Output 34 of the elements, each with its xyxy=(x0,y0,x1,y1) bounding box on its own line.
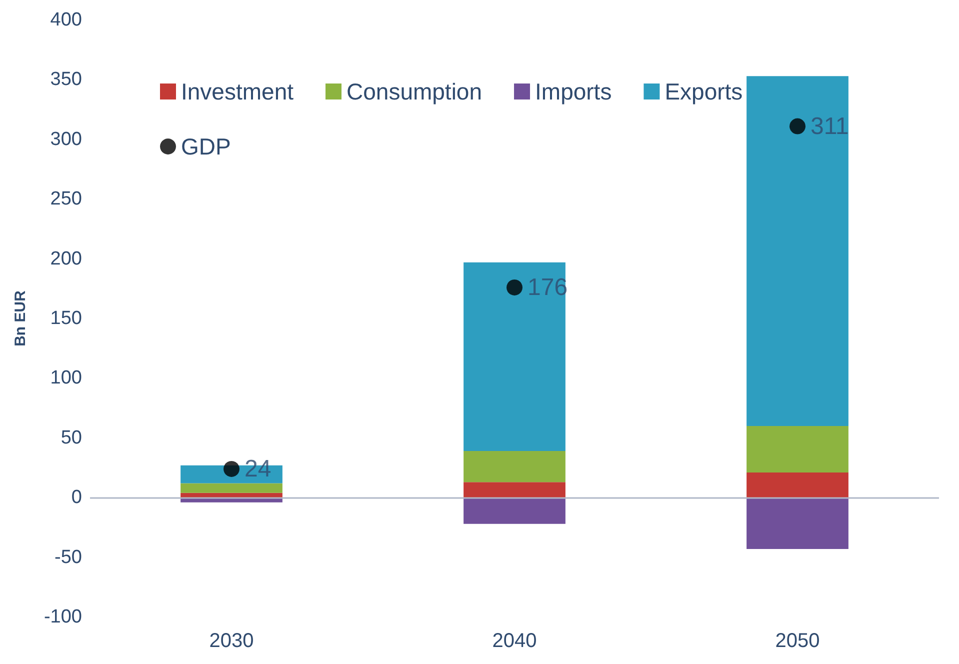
y-tick-label: 400 xyxy=(50,10,82,30)
bar xyxy=(464,451,566,482)
y-axis-title: Bn EUR xyxy=(12,290,29,346)
y-tick-label: 250 xyxy=(50,188,82,210)
bar xyxy=(180,492,282,498)
bar xyxy=(464,498,566,524)
legend-label: Consumption xyxy=(346,78,482,104)
y-tick-label: 200 xyxy=(50,248,82,270)
y-tick-label: 350 xyxy=(50,69,82,90)
legend-label: Exports xyxy=(664,78,743,104)
bar xyxy=(464,482,566,498)
x-tick-label: 2050 xyxy=(775,630,820,652)
legend-label: Investment xyxy=(181,78,294,104)
data-label: 311 xyxy=(810,112,849,140)
y-tick-label: -50 xyxy=(54,546,82,568)
y-tick-label: 150 xyxy=(50,308,82,329)
legend-label: Imports xyxy=(535,78,612,104)
point xyxy=(506,279,522,296)
legend-label: GDP xyxy=(181,134,231,160)
bar xyxy=(746,426,848,473)
bar xyxy=(746,472,848,498)
y-tick-label: 50 xyxy=(60,427,82,448)
y-tick-label: -100 xyxy=(44,606,82,628)
point xyxy=(790,118,806,134)
y-tick-label: 100 xyxy=(50,368,82,389)
x-tick-label: 2040 xyxy=(492,630,537,652)
x-tick-label: 2030 xyxy=(209,630,254,652)
bar xyxy=(746,76,848,426)
bar xyxy=(180,483,282,493)
bar xyxy=(464,262,566,452)
y-tick-label: 300 xyxy=(50,128,82,150)
y-tick-label: 0 xyxy=(71,487,82,508)
point xyxy=(224,460,240,477)
bar xyxy=(746,498,848,549)
